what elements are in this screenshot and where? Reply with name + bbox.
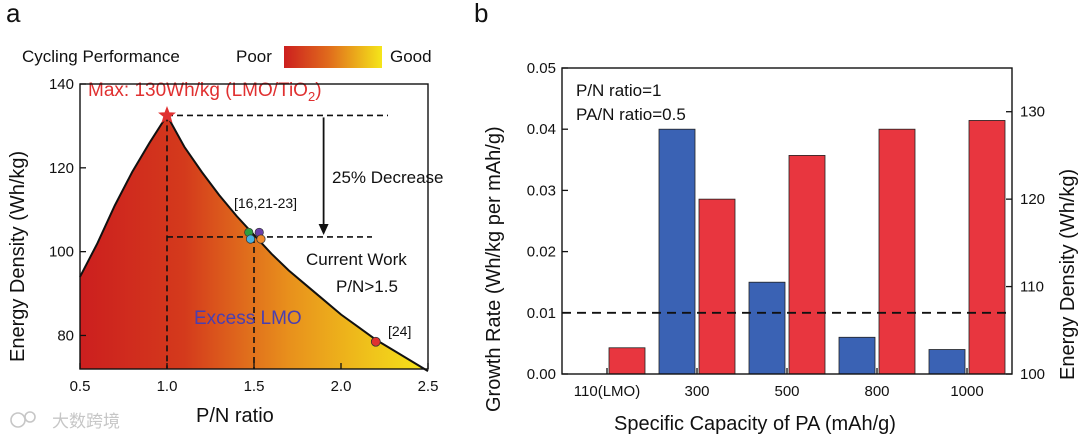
cluster-point-2 xyxy=(245,234,256,244)
panel-a-label: a xyxy=(6,0,21,28)
decrease-arrow-head xyxy=(318,223,329,235)
cluster-ref-label: [16,21-23] xyxy=(234,195,297,211)
energy-density-bar-4 xyxy=(968,120,1006,375)
colorbar-title: Cycling Performance xyxy=(22,47,180,66)
y-tick-label-b-4: 0.04 xyxy=(527,121,556,138)
growth-rate-bar-3 xyxy=(838,336,876,375)
panel-a-axes: 0.5 1.0 1.5 2.0 2.5 80 100 120 140 xyxy=(49,76,438,395)
x-tick-label-b-0: 110(LMO) xyxy=(574,383,640,400)
watermark-logo-icon xyxy=(10,412,26,428)
decrease-label: 25% Decrease xyxy=(332,168,444,187)
y-tick-label-b-1: 0.01 xyxy=(527,305,556,322)
energy-density-bar-2 xyxy=(788,155,826,375)
y2-tick-label-b-2: 120 xyxy=(1020,191,1045,208)
energy-density-curve xyxy=(79,113,429,372)
y2-tick-label-b-1: 110 xyxy=(1020,279,1044,296)
x-tick-label-b-1: 300 xyxy=(684,383,709,400)
panel-b-bars xyxy=(608,120,1006,375)
x-tick-label-a-4: 2.5 xyxy=(418,378,439,395)
watermark: 大数跨境 xyxy=(10,411,120,431)
y-tick-label-b-3: 0.03 xyxy=(527,182,556,199)
ref-24-point xyxy=(370,336,381,347)
growth-rate-bar-1 xyxy=(658,128,696,375)
y-tick-label-a-3: 140 xyxy=(49,76,74,93)
y-tick-label-a-0: 80 xyxy=(57,327,74,344)
y-tick-label-a-2: 120 xyxy=(49,160,74,177)
colorbar xyxy=(284,46,382,68)
y2-tick-label-b-3: 130 xyxy=(1020,104,1045,121)
y-tick-label-b-0: 0.00 xyxy=(527,366,556,383)
excess-lmo-label: Excess LMO xyxy=(194,308,302,329)
y2-tick-label-b-0: 100 xyxy=(1020,366,1045,383)
y-tick-label-b-5: 0.05 xyxy=(527,60,556,77)
panel-a-ylabel: Energy Density (Wh/kg) xyxy=(7,151,29,362)
panel-b-y2label: Energy Density (Wh/kg) xyxy=(1057,169,1079,380)
x-tick-label-b-3: 800 xyxy=(864,383,889,400)
max-star-marker xyxy=(158,105,176,124)
y-tick-label-b-2: 0.02 xyxy=(527,244,556,261)
panel-b-axes: 110(LMO) 300 500 800 1000 0.00 0.01 0.02 0.03 0.0… xyxy=(527,60,1045,400)
energy-density-bar-3 xyxy=(878,128,916,375)
colorbar-high-label: Good xyxy=(390,47,432,66)
note-pn-ratio: P/N ratio=1 xyxy=(576,81,662,100)
panel-b-xlabel: Specific Capacity of PA (mAh/g) xyxy=(614,413,896,435)
cluster-point-3 xyxy=(256,234,266,244)
growth-rate-bar-2 xyxy=(748,281,786,375)
x-tick-label-a-0: 0.5 xyxy=(70,378,91,395)
x-tick-label-a-1: 1.0 xyxy=(157,378,178,395)
watermark-text: 大数跨境 xyxy=(52,412,120,431)
current-work-label: Current Work xyxy=(306,250,407,269)
colorbar-low-label: Poor xyxy=(236,47,272,66)
panel-a-xlabel: P/N ratio xyxy=(196,405,274,427)
cluster-points xyxy=(244,227,266,244)
x-tick-label-b-4: 1000 xyxy=(950,383,983,400)
x-tick-label-b-2: 500 xyxy=(774,383,799,400)
y-tick-label-a-1: 100 xyxy=(49,244,74,261)
watermark-logo-icon-2 xyxy=(24,411,36,423)
energy-density-bar-0 xyxy=(608,347,646,375)
panel-b-label: b xyxy=(474,0,488,28)
ref-24-label: [24] xyxy=(388,323,411,339)
x-tick-label-a-3: 2.0 xyxy=(331,378,352,395)
x-tick-label-a-2: 1.5 xyxy=(244,378,265,395)
panel-b-ylabel: Growth Rate (Wh/kg per mAh/g) xyxy=(483,126,505,412)
current-work-sub: P/N>1.5 xyxy=(336,277,398,296)
max-label: Max: 130Wh/kg (LMO/TiO2) xyxy=(88,80,322,104)
energy-density-bar-1 xyxy=(698,198,736,375)
note-pan-ratio: PA/N ratio=0.5 xyxy=(576,105,686,124)
growth-rate-bar-4 xyxy=(928,349,966,375)
